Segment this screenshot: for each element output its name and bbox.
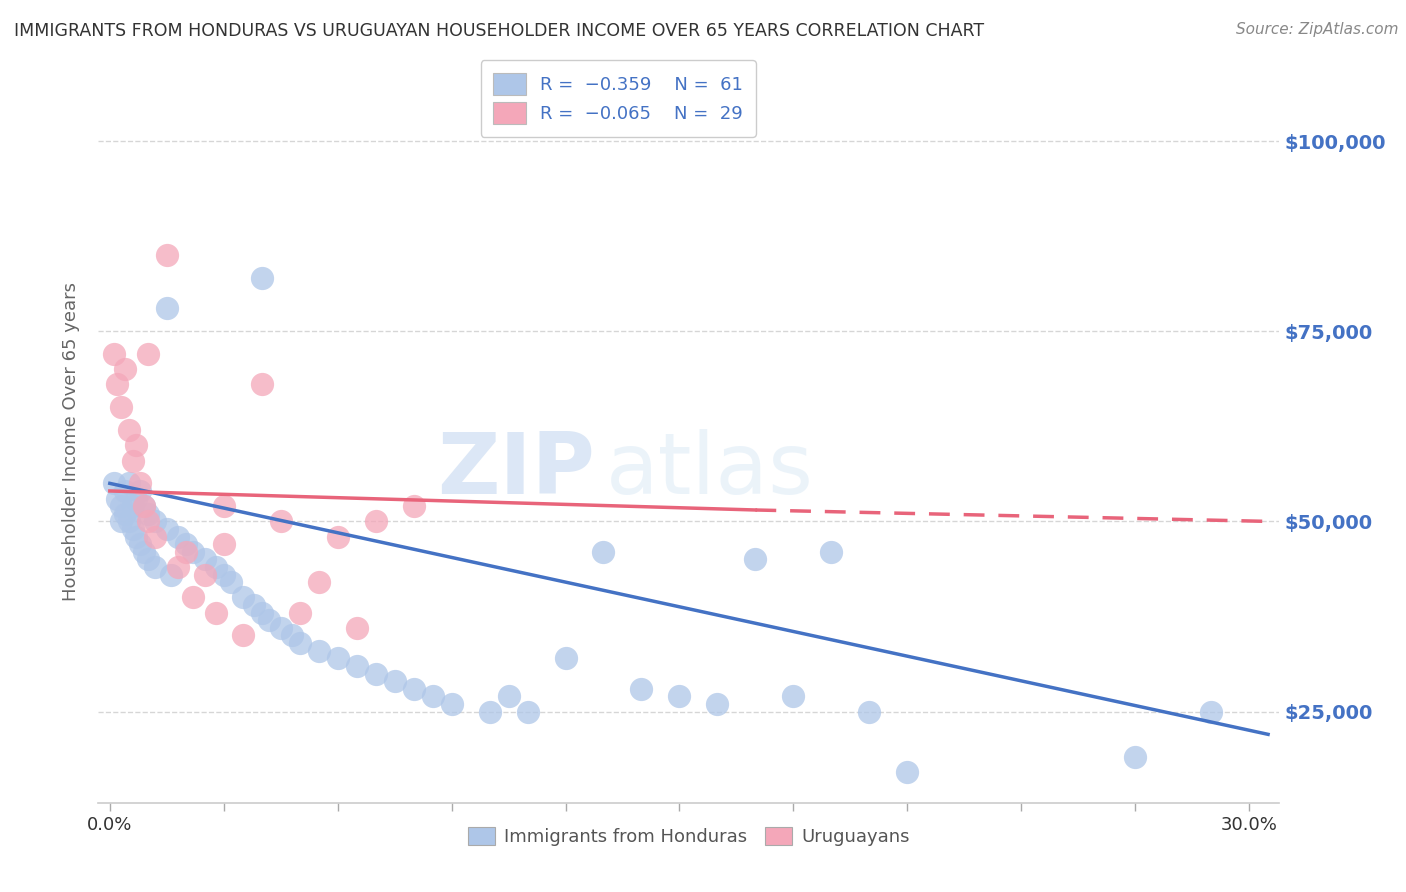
Point (129, 537, 152, 551)
Point (121, 499, 143, 513)
Point (183, 545, 205, 559)
Point (478, 705, 501, 719)
Point (281, 628, 304, 642)
Point (630, 681, 652, 696)
Point (250, 271, 273, 285)
Text: Source: ZipAtlas.com: Source: ZipAtlas.com (1236, 22, 1399, 37)
Point (554, 651, 576, 665)
Point (288, 636, 311, 650)
Point (212, 567, 235, 582)
Point (1123, 750, 1146, 764)
Point (858, 705, 880, 719)
Point (183, 591, 205, 605)
Point (243, 598, 266, 612)
Point (194, 567, 217, 582)
Point (364, 666, 387, 681)
Point (384, 674, 406, 689)
Point (259, 613, 281, 627)
Y-axis label: Householder Income Over 65 years: Householder Income Over 65 years (62, 282, 80, 601)
Point (212, 499, 235, 513)
Point (114, 483, 136, 498)
Text: ZIP: ZIP (437, 429, 595, 512)
Point (896, 765, 918, 780)
Point (221, 575, 243, 590)
Point (114, 507, 136, 521)
Point (103, 347, 125, 361)
Point (440, 697, 463, 711)
Point (125, 530, 148, 544)
Point (346, 659, 368, 673)
Legend: Immigrants from Honduras, Uruguayans: Immigrants from Honduras, Uruguayans (458, 818, 920, 855)
Point (167, 530, 190, 544)
Point (782, 690, 804, 704)
Point (498, 690, 520, 704)
Point (121, 522, 143, 536)
Point (516, 705, 538, 719)
Point (232, 628, 254, 642)
Point (129, 483, 152, 498)
Point (270, 515, 292, 529)
Point (250, 377, 273, 392)
Point (132, 499, 155, 513)
Point (308, 643, 330, 657)
Point (156, 522, 179, 536)
Text: IMMIGRANTS FROM HONDURAS VS URUGUAYAN HOUSEHOLDER INCOME OVER 65 YEARS CORRELATI: IMMIGRANTS FROM HONDURAS VS URUGUAYAN HO… (14, 22, 984, 40)
Point (744, 552, 766, 566)
Point (250, 606, 273, 620)
Point (110, 499, 132, 513)
Point (174, 545, 197, 559)
Point (422, 690, 444, 704)
Point (107, 377, 129, 392)
Point (125, 438, 148, 452)
Point (174, 537, 197, 551)
Point (118, 515, 141, 529)
Point (136, 552, 159, 566)
Point (194, 552, 217, 566)
Point (103, 476, 125, 491)
Point (592, 545, 614, 559)
Point (205, 560, 228, 574)
Point (159, 567, 181, 582)
Point (820, 545, 842, 559)
Point (346, 621, 368, 635)
Point (270, 621, 292, 635)
Point (136, 347, 159, 361)
Point (110, 401, 132, 415)
Point (326, 651, 349, 665)
Point (110, 515, 132, 529)
Point (136, 515, 159, 529)
Point (402, 681, 425, 696)
Point (121, 453, 143, 467)
Point (129, 476, 152, 491)
Point (308, 575, 330, 590)
Text: atlas: atlas (606, 429, 814, 512)
Point (118, 476, 141, 491)
Point (145, 515, 167, 529)
Point (114, 362, 136, 376)
Point (132, 545, 155, 559)
Point (232, 591, 254, 605)
Point (706, 697, 728, 711)
Point (145, 530, 167, 544)
Point (136, 507, 159, 521)
Point (668, 690, 690, 704)
Point (326, 530, 349, 544)
Point (118, 423, 141, 437)
Point (145, 560, 167, 574)
Point (364, 515, 387, 529)
Point (156, 301, 179, 316)
Point (156, 248, 179, 262)
Point (212, 537, 235, 551)
Point (132, 499, 155, 513)
Point (402, 499, 425, 513)
Point (288, 606, 311, 620)
Point (167, 560, 190, 574)
Point (107, 491, 129, 506)
Point (205, 606, 228, 620)
Point (1199, 705, 1222, 719)
Point (125, 491, 148, 506)
